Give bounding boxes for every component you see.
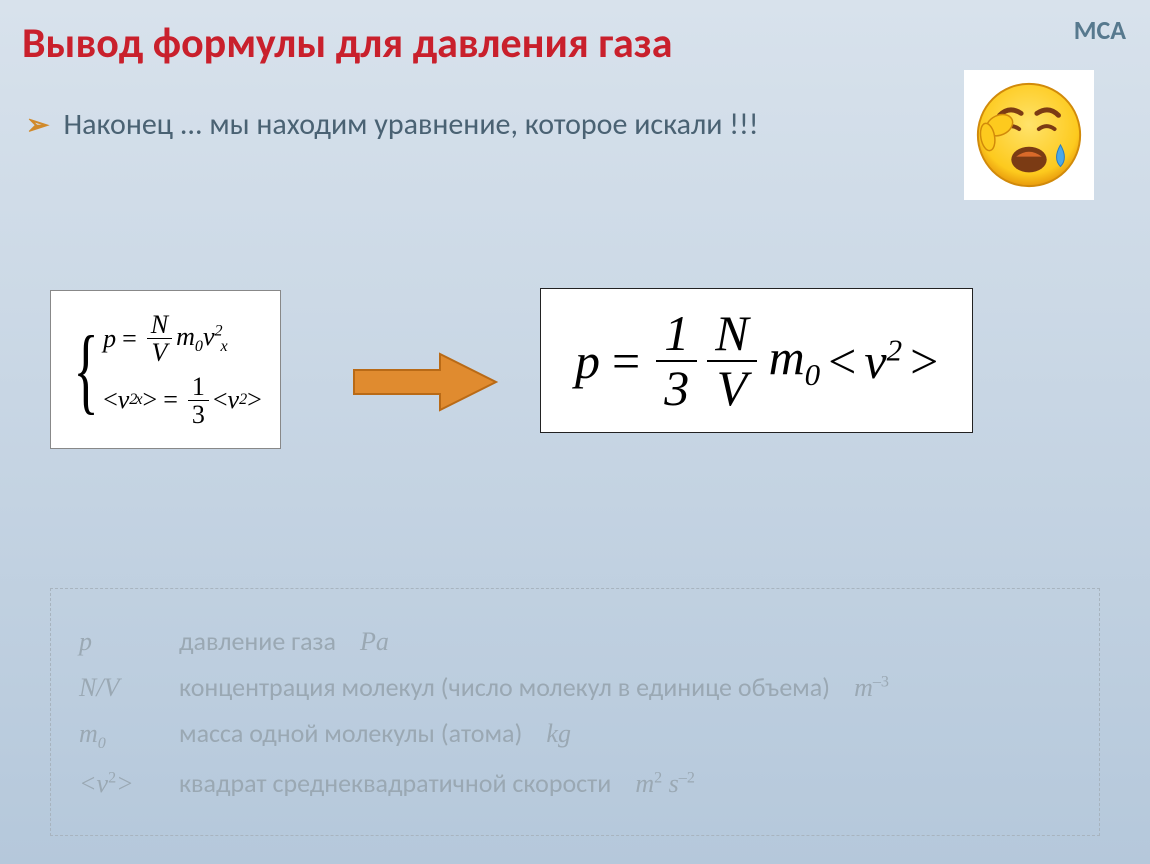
m0vx2: m0v2x — [176, 322, 228, 356]
frac-den: V — [147, 339, 171, 366]
legend-row: pдавление газа Pa — [79, 625, 1071, 657]
formula-line-2: < v2x > = 1 3 < v2 > — [103, 373, 262, 429]
sym-p: p — [103, 324, 116, 354]
frac-N-over-V: N V — [147, 311, 172, 367]
legend-description: масса одной молекулы (атома) — [179, 717, 522, 749]
gt: > — [910, 332, 938, 390]
v2: v2 — [864, 332, 902, 390]
frac-den: 3 — [656, 362, 697, 415]
lt: < — [213, 385, 228, 415]
sym-v: v — [118, 385, 130, 415]
curly-brace-icon: { — [73, 329, 98, 411]
legend-unit: kg — [546, 719, 571, 749]
legend-unit: m–3 — [854, 673, 889, 703]
frac-den: V — [709, 362, 756, 415]
frac-num: 1 — [188, 373, 209, 401]
legend-symbol: N/V — [79, 673, 179, 703]
legend-row: <v2>квадрат среднеквадратичной скорости m… — [79, 767, 1071, 799]
equals: = — [612, 332, 640, 390]
legend-box: pдавление газа Pa N/Vконцентрация молекул … — [50, 588, 1100, 836]
formula-system-box: { p = N V m0v2x < v2x > = 1 3 < v2 > — [50, 290, 281, 449]
frac-num: 1 — [656, 307, 697, 362]
legend-description: квадрат среднеквадратичной скорости — [179, 767, 611, 799]
legend-description: концентрация молекул (число молекул в ед… — [179, 671, 830, 703]
bullet-chevron-icon: ➢ — [26, 107, 49, 142]
frac-num: N — [147, 311, 172, 339]
frac-num: N — [707, 307, 756, 362]
frac-N-V: N V — [707, 307, 756, 414]
right-arrow-icon — [350, 350, 500, 419]
equals: = — [122, 324, 137, 354]
sym-v: v — [228, 385, 240, 415]
formula-result-box: p = 1 3 N V m0 < v2 > — [540, 288, 973, 433]
frac-1-3: 1 3 — [656, 307, 697, 414]
legend-row: N/Vконцентрация молекул (число молекул в… — [79, 671, 1071, 703]
bullet-text: Наконец ... мы находим уравнение, которо… — [63, 106, 758, 143]
legend-unit: Pa — [360, 627, 389, 657]
legend-row: m0масса одной молекулы (атома) kg — [79, 717, 1071, 753]
lt: < — [828, 332, 856, 390]
frac-den: 3 — [188, 401, 209, 428]
bullet-line: ➢ Наконец ... мы находим уравнение, кото… — [26, 106, 759, 143]
legend-symbol: <v2> — [79, 769, 179, 799]
relieved-emoji-icon — [964, 70, 1094, 200]
frac-1-3: 1 3 — [188, 373, 209, 429]
legend-unit: m2 s–2 — [635, 769, 695, 799]
legend-symbol: m0 — [79, 719, 179, 753]
formula-line-1: p = N V m0v2x — [103, 311, 262, 367]
corner-label: МСА — [1074, 14, 1126, 46]
slide-title: Вывод формулы для давления газа — [22, 18, 672, 69]
sym-p: p — [575, 332, 600, 390]
legend-symbol: p — [79, 627, 179, 657]
equals: = — [163, 385, 178, 415]
gt: > — [247, 385, 262, 415]
m0: m0 — [769, 328, 821, 393]
lt: < — [103, 385, 118, 415]
gt: > — [143, 385, 158, 415]
legend-description: давление газа — [179, 625, 336, 657]
